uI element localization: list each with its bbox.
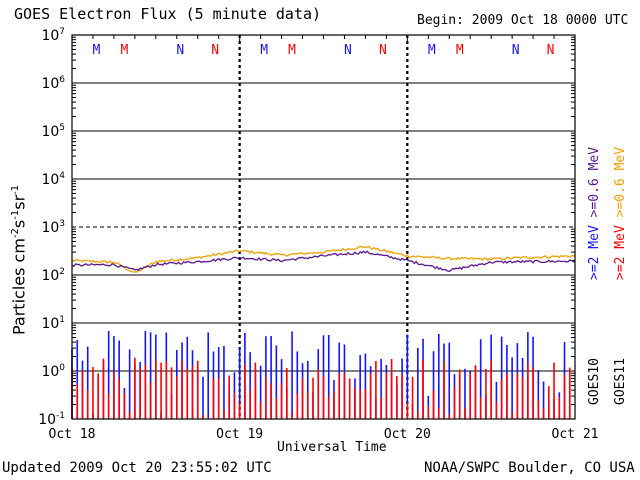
mn-marker-m-0-1: M bbox=[120, 43, 128, 58]
x-tick-label-2: Oct 20 bbox=[384, 427, 431, 442]
x-axis-label: Universal Time bbox=[277, 440, 387, 455]
y-tick-exp: 5 bbox=[59, 123, 65, 133]
y-tick-base: 10 bbox=[41, 172, 59, 188]
mn-marker-m-1-1: M bbox=[288, 43, 296, 58]
legend-goes11-low: >=0.6 MeV bbox=[613, 146, 628, 218]
y-tick-exp: 2 bbox=[59, 267, 65, 277]
credit-text: NOAA/SWPC Boulder, CO USA bbox=[424, 460, 635, 476]
y-tick-exp: -1 bbox=[56, 411, 65, 421]
y-tick-base: 10 bbox=[41, 316, 59, 332]
y-tick-exp: 6 bbox=[59, 75, 65, 85]
y-axis-label-text: Particles cm bbox=[9, 238, 29, 335]
mn-marker-m-1-0: M bbox=[260, 43, 268, 58]
y-axis-label: Particles cm-2s-1sr-1 bbox=[7, 185, 28, 335]
y-exp-cm: -2 bbox=[10, 228, 21, 239]
y-tick-label-4: 103 bbox=[41, 219, 65, 236]
y-tick-exp: 0 bbox=[59, 363, 65, 373]
mn-marker-n-0-3: N bbox=[211, 43, 219, 58]
mn-marker-m-2-1: M bbox=[456, 43, 464, 58]
mn-marker-n-2-2: N bbox=[512, 43, 520, 58]
mn-marker-n-1-3: N bbox=[379, 43, 387, 58]
y-exp-s: -1 bbox=[10, 209, 21, 220]
y-tick-label-8: 107 bbox=[41, 27, 65, 44]
y-unit-s: s bbox=[9, 219, 29, 229]
y-tick-label-1: 100 bbox=[41, 363, 65, 380]
y-tick-base: 10 bbox=[41, 124, 59, 140]
legend-goes11-energies: >=2 MeV >=0.6 MeV bbox=[613, 146, 628, 280]
series-goes11-0p6mev bbox=[71, 245, 576, 273]
x-tick-label-1: Oct 19 bbox=[216, 427, 263, 442]
chart-title: GOES Electron Flux (5 minute data) bbox=[14, 5, 322, 23]
y-tick-base: 10 bbox=[41, 268, 59, 284]
legend-goes10-low: >=0.6 MeV bbox=[587, 146, 602, 218]
y-tick-base: 10 bbox=[38, 412, 56, 428]
legend-goes10-title: GOES10 bbox=[587, 358, 602, 405]
y-tick-base: 10 bbox=[41, 220, 59, 236]
legend-goes10-energies: >=2 MeV >=0.6 MeV bbox=[587, 146, 602, 280]
y-tick-base: 10 bbox=[41, 76, 59, 92]
y-tick-label-7: 106 bbox=[41, 75, 65, 92]
mn-marker-n-1-2: N bbox=[344, 43, 352, 58]
y-tick-base: 10 bbox=[41, 364, 59, 380]
mn-marker-m-2-0: M bbox=[428, 43, 436, 58]
legend-goes11-title: GOES11 bbox=[613, 358, 628, 405]
y-tick-label-2: 101 bbox=[41, 315, 65, 332]
mn-marker-m-0-0: M bbox=[93, 43, 101, 58]
y-tick-label-0: 10-1 bbox=[38, 411, 65, 428]
x-tick-label-0: Oct 18 bbox=[49, 427, 96, 442]
y-tick-label-6: 105 bbox=[41, 123, 65, 140]
mn-marker-n-0-2: N bbox=[176, 43, 184, 58]
y-tick-label-3: 102 bbox=[41, 267, 65, 284]
y-tick-exp: 3 bbox=[59, 219, 65, 229]
legend-goes10-high: >=2 MeV bbox=[587, 225, 602, 280]
x-tick-label-3: Oct 21 bbox=[552, 427, 599, 442]
y-exp-sr: -1 bbox=[10, 184, 21, 195]
y-tick-base: 10 bbox=[41, 28, 59, 44]
series-goes10-0p6mev bbox=[71, 250, 576, 272]
begin-date: Begin: 2009 Oct 18 0000 UTC bbox=[417, 13, 629, 28]
series-goes11-2mev bbox=[71, 357, 571, 419]
series-goes10-2mev bbox=[71, 330, 571, 419]
y-tick-exp: 1 bbox=[59, 315, 65, 325]
y-tick-label-5: 104 bbox=[41, 171, 65, 188]
legend-goes11-high: >=2 MeV bbox=[613, 225, 628, 280]
y-tick-exp: 7 bbox=[59, 27, 65, 37]
y-tick-exp: 4 bbox=[59, 171, 65, 181]
mn-marker-n-2-3: N bbox=[547, 43, 555, 58]
y-unit-sr: sr bbox=[9, 194, 29, 210]
updated-timestamp: Updated 2009 Oct 20 23:55:02 UTC bbox=[2, 460, 272, 476]
plot-frame bbox=[71, 34, 576, 420]
